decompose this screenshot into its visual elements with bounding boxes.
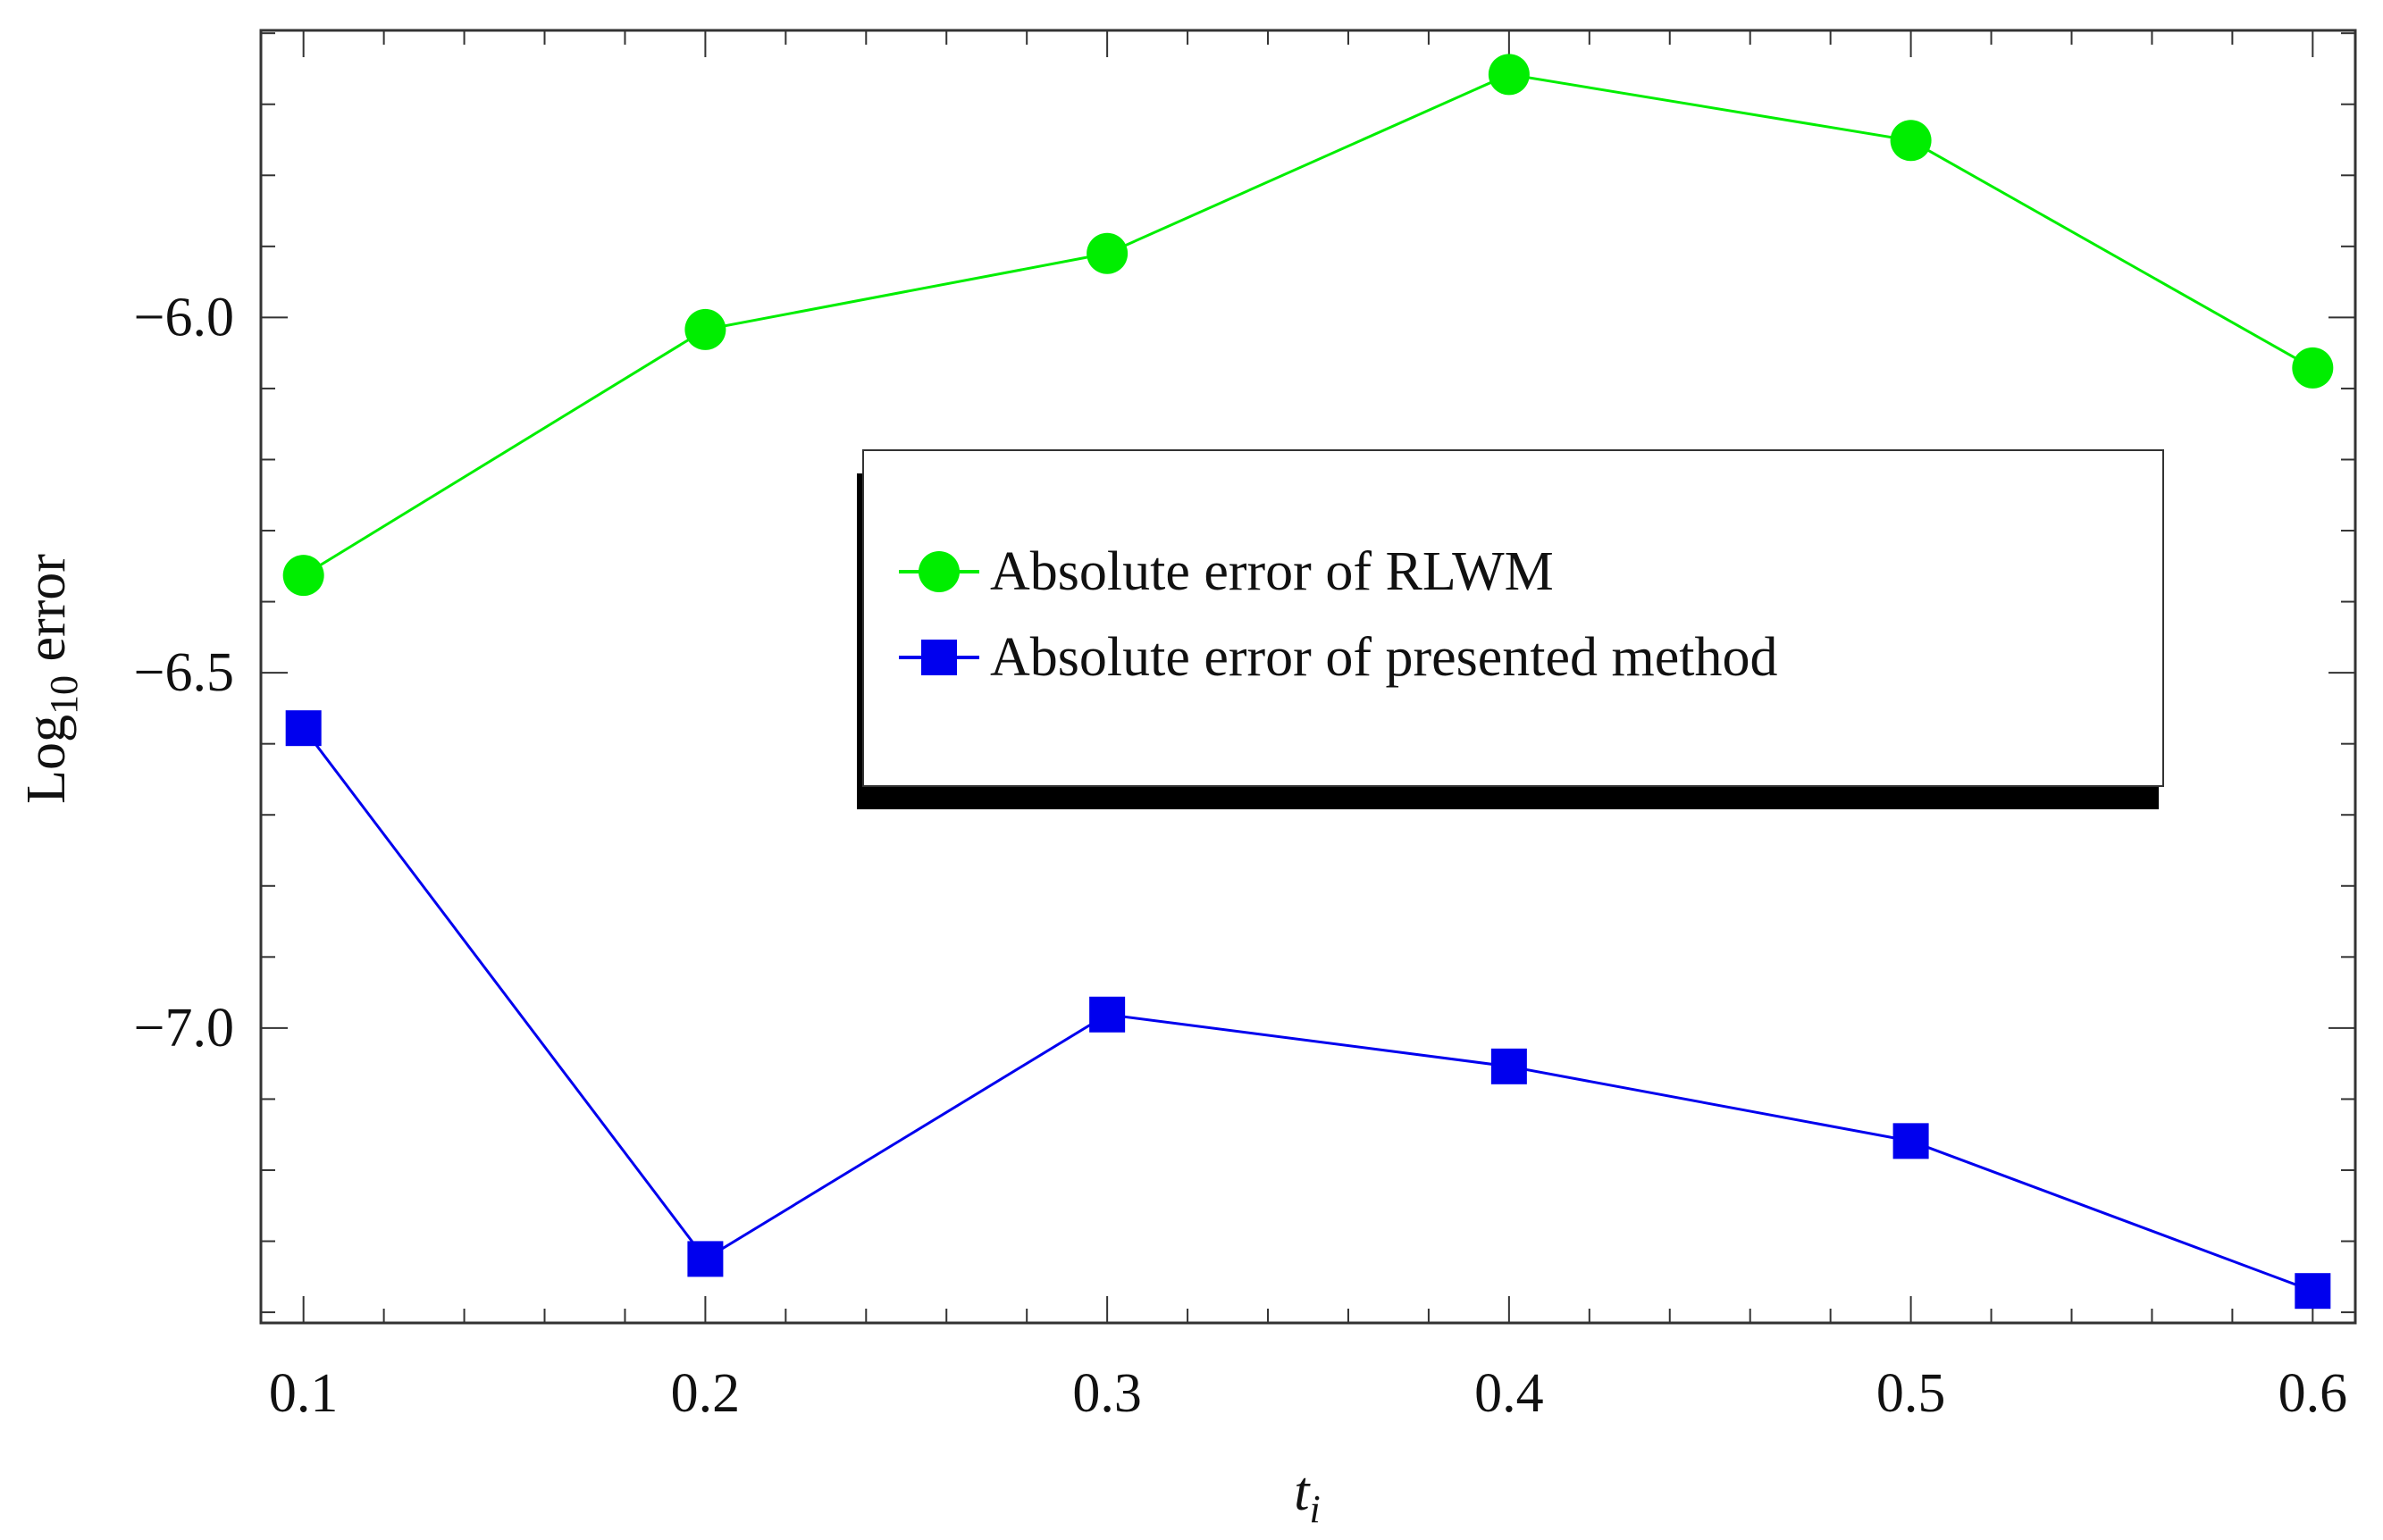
y-axis-label: Log10 error — [16, 554, 86, 804]
series-layer — [282, 54, 2334, 1310]
series-line — [302, 72, 2314, 577]
axis-labels: ti Log10 error — [16, 554, 1321, 1531]
x-tick-label: 0.5 — [1876, 1363, 1946, 1424]
data-point — [684, 308, 726, 350]
data-point — [2292, 347, 2334, 389]
legend-box — [862, 449, 2164, 787]
y-tick-label: −7.0 — [134, 998, 234, 1059]
data-point — [687, 1241, 724, 1277]
x-tick-label: 0.6 — [2278, 1363, 2348, 1424]
data-point — [2295, 1273, 2331, 1310]
series-line — [302, 727, 2313, 1293]
x-tick-label: 0.3 — [1072, 1363, 1142, 1424]
x-tick-label: 0.4 — [1474, 1363, 1544, 1424]
axis-ticks: 0.1 0.2 0.3 0.4 0.5 0.6 −6.0 −6.5 −7.0 — [134, 30, 2355, 1424]
data-point — [1087, 232, 1129, 274]
legend-marker — [919, 551, 960, 592]
legend-label: Absolute error of presented method — [990, 627, 1778, 688]
legend-item: Absolute error of RLWM — [899, 541, 1554, 602]
data-point — [1490, 1048, 1527, 1084]
legend-marker — [921, 640, 957, 675]
x-tick-label: 0.1 — [269, 1363, 339, 1424]
data-point — [1892, 1123, 1929, 1159]
legend-item: Absolute error of presented method — [899, 627, 1778, 688]
legend-label: Absolute error of RLWM — [990, 541, 1554, 602]
y-tick-label: −6.5 — [134, 642, 234, 703]
series-2 — [285, 710, 2331, 1310]
x-axis-label: ti — [1294, 1461, 1320, 1531]
data-point — [1890, 120, 1932, 162]
data-point — [1488, 54, 1530, 96]
legend: Absolute error of RLWM Absolute error of … — [857, 449, 2164, 809]
data-point — [285, 710, 322, 747]
x-tick-label: 0.2 — [671, 1363, 741, 1424]
plot-frame — [259, 29, 2357, 1325]
series-1 — [282, 54, 2334, 597]
data-point — [1089, 996, 1126, 1033]
data-point — [282, 555, 324, 597]
y-tick-label: −6.0 — [134, 287, 234, 347]
